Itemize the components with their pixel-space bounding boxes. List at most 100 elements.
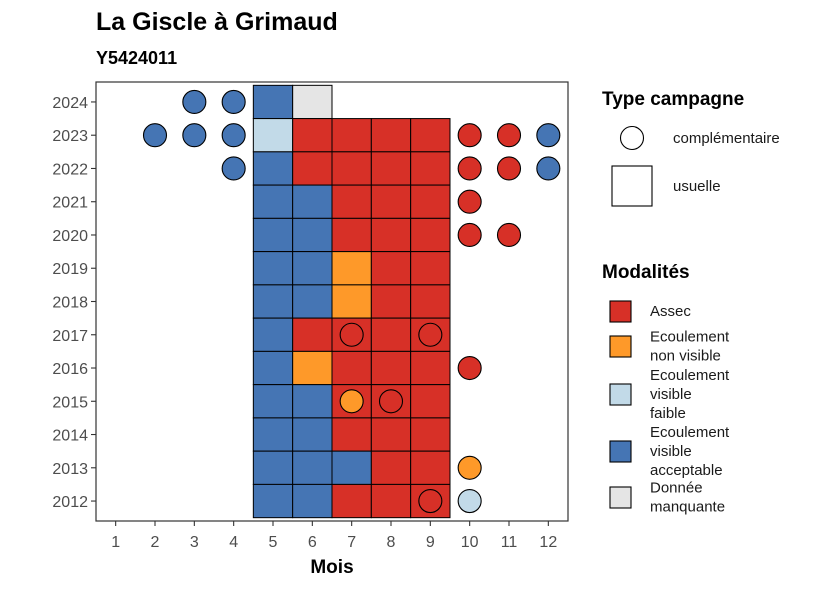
y-tick-label-2015: 2015 xyxy=(52,394,88,411)
y-tick-label-2018: 2018 xyxy=(52,295,88,312)
legend-key-ecoulement_non_visible xyxy=(609,335,632,358)
usuelle-cell-2019-7 xyxy=(331,251,372,286)
y-tick-label-2013: 2013 xyxy=(52,461,88,478)
legend-label-ecoulement_non_visible: Ecoulement non visible xyxy=(650,329,730,365)
usuelle-cell-2016-8 xyxy=(370,350,412,386)
usuelle-cell-2023-9 xyxy=(410,118,451,153)
usuelle-cell-2017-5 xyxy=(252,317,294,352)
usuelle-cell-2014-6 xyxy=(292,417,333,452)
usuelle-cell-2019-6 xyxy=(292,251,333,286)
x-tick-label-5: 5 xyxy=(269,534,278,551)
legend-type-label-0: complémentaire xyxy=(673,130,780,147)
usuelle-cell-2019-8 xyxy=(370,251,412,286)
usuelle-cell-2018-6 xyxy=(292,284,333,319)
complementaire-point-2024-4 xyxy=(221,89,246,115)
complementaire-point-2022-10 xyxy=(457,156,482,181)
complementaire-point-2015-7 xyxy=(339,389,364,414)
usuelle-cell-2016-9 xyxy=(410,350,451,386)
usuelle-cell-2023-6 xyxy=(292,118,333,153)
usuelle-cell-2012-6 xyxy=(292,483,333,519)
usuelle-cell-2013-5 xyxy=(252,450,294,485)
usuelle-cell-2021-5 xyxy=(252,184,294,219)
usuelle-cell-2020-7 xyxy=(331,217,372,253)
usuelle-cell-2022-6 xyxy=(292,151,333,186)
x-tick-label-9: 9 xyxy=(426,534,435,551)
complementaire-point-2015-8 xyxy=(378,389,404,414)
y-tick-label-2017: 2017 xyxy=(52,328,88,345)
usuelle-cell-2022-7 xyxy=(331,151,372,186)
complementaire-point-2017-7 xyxy=(339,322,364,347)
complementaire-point-2023-11 xyxy=(496,123,522,148)
usuelle-cell-2014-5 xyxy=(252,417,294,452)
usuelle-cell-2012-7 xyxy=(331,483,372,519)
x-tick-label-3: 3 xyxy=(190,534,199,551)
y-tick-label-2023: 2023 xyxy=(52,128,88,145)
complementaire-point-2020-10 xyxy=(457,222,482,248)
x-tick-label-12: 12 xyxy=(539,534,557,551)
complementaire-points xyxy=(142,89,561,514)
complementaire-point-2023-2 xyxy=(142,123,168,148)
complementaire-point-2022-12 xyxy=(536,156,561,181)
usuelle-cell-2021-8 xyxy=(370,184,412,219)
legend-label-donnee_manquante: Donnée manquante xyxy=(650,480,725,516)
legend-label-ecoulement_visible_acceptable: Ecoulement visible acceptable xyxy=(650,424,730,479)
legend-modalites-title: Modalités xyxy=(602,262,690,283)
usuelle-cell-2013-7 xyxy=(331,450,372,485)
x-tick-label-1: 1 xyxy=(111,534,120,551)
complementaire-point-2012-9 xyxy=(418,488,443,514)
usuelle-cell-2020-5 xyxy=(252,217,294,253)
usuelle-cell-2017-8 xyxy=(370,317,412,352)
x-tick-label-6: 6 xyxy=(308,534,317,551)
usuelle-cell-2012-5 xyxy=(252,483,294,519)
usuelle-cell-2016-5 xyxy=(252,350,294,386)
legend-label-assec: Assec xyxy=(650,303,691,320)
complementaire-point-2017-9 xyxy=(418,322,443,347)
usuelle-cell-2020-8 xyxy=(370,217,412,253)
usuelle-cell-2014-9 xyxy=(410,417,451,452)
usuelle-cell-2013-8 xyxy=(370,450,412,485)
x-tick-label-7: 7 xyxy=(347,534,356,551)
legend-key-ecoulement_visible_faible xyxy=(609,383,632,406)
y-tick-label-2014: 2014 xyxy=(52,428,88,445)
x-tick-label-11: 11 xyxy=(501,534,518,551)
y-tick-label-2020: 2020 xyxy=(52,228,88,245)
complementaire-point-2016-10 xyxy=(457,355,482,381)
legend-type-title: Type campagne xyxy=(602,89,744,110)
legend-key-donnee_manquante xyxy=(609,486,632,509)
legend-type-label-1: usuelle xyxy=(673,178,721,195)
usuelle-cell-2022-5 xyxy=(252,151,294,186)
usuelle-cell-2023-5 xyxy=(252,118,294,153)
x-axis-title: Mois xyxy=(310,557,353,578)
complementaire-point-2012-10 xyxy=(457,488,482,514)
legend-label-ecoulement_visible_faible: Ecoulement visible faible xyxy=(650,367,730,422)
usuelle-cell-2021-6 xyxy=(292,184,333,219)
usuelle-cell-2022-9 xyxy=(410,151,451,186)
usuelle-cell-2021-7 xyxy=(331,184,372,219)
y-tick-label-2019: 2019 xyxy=(52,261,88,278)
x-tick-label-8: 8 xyxy=(387,534,396,551)
x-tick-label-2: 2 xyxy=(151,534,160,551)
usuelle-cell-2018-8 xyxy=(370,284,412,319)
usuelle-cell-2021-9 xyxy=(410,184,451,219)
x-tick-label-10: 10 xyxy=(461,534,479,551)
usuelle-cell-2023-7 xyxy=(331,118,372,153)
usuelle-cell-2015-5 xyxy=(252,384,294,419)
y-tick-label-2016: 2016 xyxy=(52,361,88,378)
y-tick-label-2024: 2024 xyxy=(52,95,88,112)
complementaire-point-2013-10 xyxy=(457,455,482,480)
usuelle-cell-2015-9 xyxy=(410,384,451,419)
legend-type-campagne: Type campagne complémentaire usuelle xyxy=(602,89,780,207)
complementaire-point-2022-4 xyxy=(221,156,246,181)
usuelle-cell-2020-9 xyxy=(410,217,451,253)
usuelle-cell-2016-7 xyxy=(331,350,372,386)
usuelle-cell-2014-8 xyxy=(370,417,412,452)
usuelle-cells xyxy=(252,84,451,519)
x-axis: 1 2 3 4 5 6 7 8 9 10 11 12 xyxy=(111,521,557,551)
y-tick-label-2021: 2021 xyxy=(52,195,88,212)
chart-title: La Giscle à Grimaud xyxy=(96,8,338,36)
y-tick-label-2012: 2012 xyxy=(52,494,88,511)
legend-key-assec xyxy=(609,300,632,323)
usuelle-cell-2014-7 xyxy=(331,417,372,452)
